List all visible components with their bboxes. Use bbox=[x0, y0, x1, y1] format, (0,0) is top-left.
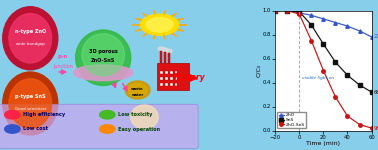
Ellipse shape bbox=[82, 34, 124, 76]
Text: n-type ZnO: n-type ZnO bbox=[15, 29, 46, 34]
Text: Good sensitizer: Good sensitizer bbox=[14, 107, 46, 111]
ZnO bbox=[357, 30, 362, 32]
Bar bbox=[170, 83, 173, 86]
Circle shape bbox=[5, 125, 20, 133]
ZnO bbox=[345, 25, 350, 27]
Bar bbox=[170, 71, 173, 74]
Bar bbox=[160, 71, 163, 74]
Text: Low cost: Low cost bbox=[23, 126, 48, 132]
Ellipse shape bbox=[125, 81, 150, 99]
ZnO-SnS bbox=[285, 10, 290, 11]
Y-axis label: C/C₀: C/C₀ bbox=[256, 64, 261, 77]
Ellipse shape bbox=[3, 72, 58, 135]
Text: visible light on: visible light on bbox=[302, 76, 334, 80]
Ellipse shape bbox=[131, 105, 158, 129]
ZnO-SnS bbox=[369, 127, 374, 129]
SnS bbox=[345, 74, 350, 76]
Text: water: water bbox=[132, 93, 144, 96]
ZnO-SnS bbox=[357, 124, 362, 125]
Bar bbox=[170, 77, 173, 80]
Text: p-type SnS: p-type SnS bbox=[15, 94, 46, 99]
ZnO-SnS bbox=[345, 115, 350, 117]
SnS bbox=[285, 10, 290, 11]
Circle shape bbox=[5, 111, 20, 119]
Ellipse shape bbox=[128, 83, 147, 97]
Circle shape bbox=[161, 48, 168, 52]
Circle shape bbox=[166, 49, 172, 53]
ZnO bbox=[297, 12, 302, 14]
Bar bbox=[175, 83, 178, 86]
SnS bbox=[333, 61, 338, 63]
FancyBboxPatch shape bbox=[0, 104, 198, 148]
SnS bbox=[357, 84, 362, 86]
ZnO bbox=[369, 36, 374, 38]
Text: 68%: 68% bbox=[373, 90, 378, 95]
Bar bbox=[160, 51, 163, 63]
Circle shape bbox=[100, 111, 115, 119]
Circle shape bbox=[158, 47, 164, 51]
Circle shape bbox=[100, 125, 115, 133]
Text: waste: waste bbox=[131, 87, 144, 91]
Line: ZnO-SnS: ZnO-SnS bbox=[273, 9, 373, 130]
Text: 98%: 98% bbox=[373, 126, 378, 131]
SnS bbox=[297, 11, 302, 13]
ZnO bbox=[273, 10, 277, 11]
Text: ZnO-SnS: ZnO-SnS bbox=[91, 58, 115, 63]
Bar bbox=[164, 52, 166, 63]
Bar bbox=[175, 77, 178, 80]
Line: SnS: SnS bbox=[273, 9, 373, 94]
Text: p-n: p-n bbox=[58, 54, 68, 59]
Text: 22%: 22% bbox=[373, 34, 378, 39]
Legend: ZnO, SnS, ZnO-SnS: ZnO, SnS, ZnO-SnS bbox=[277, 112, 306, 128]
Text: wide bandgap: wide bandgap bbox=[16, 42, 45, 45]
Text: Low toxicity: Low toxicity bbox=[118, 112, 152, 117]
Bar bbox=[175, 71, 178, 74]
Text: 3D porous: 3D porous bbox=[89, 49, 118, 54]
X-axis label: Time (min): Time (min) bbox=[307, 141, 340, 146]
Bar bbox=[160, 77, 163, 80]
ZnO bbox=[333, 22, 338, 23]
Ellipse shape bbox=[74, 65, 133, 81]
Ellipse shape bbox=[9, 79, 51, 128]
ZnO-SnS bbox=[333, 96, 338, 98]
ZnO-SnS bbox=[273, 10, 277, 11]
Bar bbox=[165, 77, 168, 80]
Ellipse shape bbox=[76, 30, 131, 86]
Text: High efficiency: High efficiency bbox=[23, 112, 65, 117]
Circle shape bbox=[146, 17, 173, 32]
Bar bbox=[165, 71, 168, 74]
Circle shape bbox=[140, 14, 179, 35]
ZnO-SnS bbox=[309, 40, 314, 41]
ZnO-SnS bbox=[321, 70, 326, 71]
Line: ZnO: ZnO bbox=[273, 9, 373, 39]
Bar bbox=[160, 83, 163, 86]
SnS bbox=[273, 10, 277, 11]
ZnO bbox=[285, 10, 290, 11]
ZnO bbox=[309, 14, 314, 16]
Ellipse shape bbox=[3, 7, 58, 70]
SnS bbox=[369, 91, 374, 93]
Text: Easy operation: Easy operation bbox=[118, 126, 160, 132]
SnS bbox=[309, 24, 314, 26]
Ellipse shape bbox=[9, 14, 51, 63]
Text: junction: junction bbox=[53, 64, 73, 69]
ZnO bbox=[321, 18, 326, 20]
SnS bbox=[321, 43, 326, 45]
Text: Factory: Factory bbox=[174, 74, 206, 82]
ZnO-SnS bbox=[297, 13, 302, 15]
Bar bbox=[168, 52, 170, 63]
FancyBboxPatch shape bbox=[157, 63, 189, 90]
Bar bbox=[165, 83, 168, 86]
